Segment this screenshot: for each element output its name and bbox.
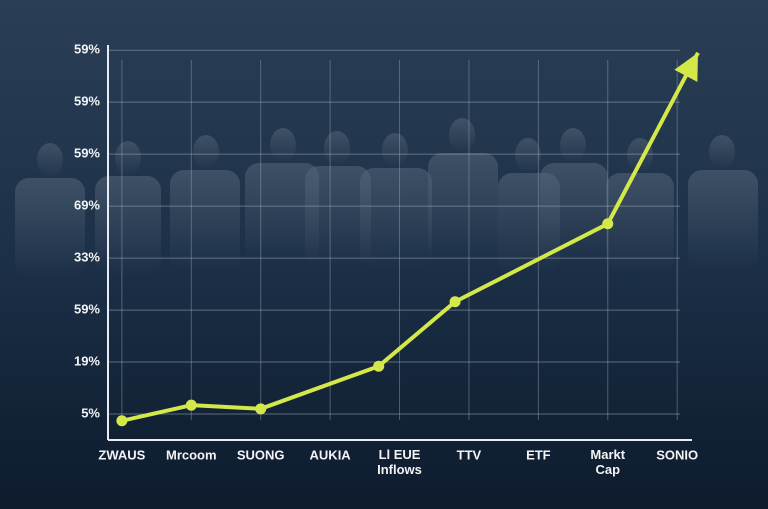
x-tick-label: TTV bbox=[457, 447, 482, 462]
point bbox=[116, 415, 128, 427]
x-tick-label: ETF bbox=[526, 447, 551, 462]
y-tick-label: 33% bbox=[74, 250, 100, 265]
x-tick-label: SUONG bbox=[237, 447, 285, 462]
x-tick-label: ZWAUS bbox=[98, 447, 145, 462]
y-tick-label: 59% bbox=[74, 302, 100, 317]
x-tick-label: Markt Cap bbox=[590, 447, 625, 477]
point bbox=[602, 218, 614, 230]
people-backdrop bbox=[15, 118, 758, 278]
y-tick-label: 59% bbox=[74, 42, 100, 57]
grid bbox=[108, 49, 680, 420]
y-tick-label: 69% bbox=[74, 198, 100, 213]
y-tick-label: 59% bbox=[74, 94, 100, 109]
y-tick-label: 19% bbox=[74, 353, 100, 368]
y-tick-label: 5% bbox=[81, 405, 100, 420]
point bbox=[185, 399, 197, 411]
x-tick-label: AUKIA bbox=[310, 447, 352, 462]
x-tick-label: Mrcoom bbox=[166, 447, 217, 462]
point bbox=[373, 360, 385, 372]
point bbox=[255, 403, 267, 415]
y-tick-label: 59% bbox=[74, 146, 100, 161]
arrow-head bbox=[674, 52, 698, 82]
point bbox=[449, 296, 461, 308]
x-tick-label: SONIO bbox=[656, 447, 698, 462]
x-tick-label: Ll EUE Inflows bbox=[377, 447, 422, 477]
